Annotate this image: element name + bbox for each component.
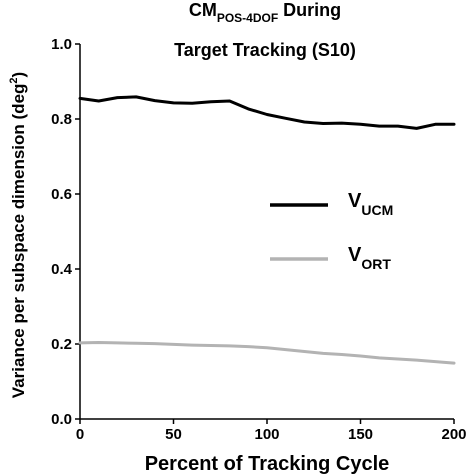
legend-label-v-ort-main: V xyxy=(348,244,362,266)
legend-label-v-ort: VORT xyxy=(348,244,391,272)
x-tick-label: 50 xyxy=(165,426,182,443)
series-line-v-ort xyxy=(78,341,456,365)
legend: VUCM VORT xyxy=(270,190,393,272)
y-tick-label: 0.6 xyxy=(51,186,72,203)
y-tick-label: 0.4 xyxy=(51,261,73,278)
chart-title-rest: During xyxy=(278,0,341,20)
x-tick-label: 0 xyxy=(76,426,84,443)
axes xyxy=(79,44,454,420)
chart-title-main: CM xyxy=(189,0,217,20)
legend-label-v-ucm: VUCM xyxy=(348,190,393,218)
y-tick-label: 1.0 xyxy=(51,36,72,53)
ticks: 0.0 0.2 0.4 0.6 0.8 1.0 0 50 100 150 200 xyxy=(51,36,466,443)
legend-label-v-ucm-sub: UCM xyxy=(361,202,393,218)
legend-label-v-ort-sub: ORT xyxy=(361,256,391,272)
y-tick-label: 0.8 xyxy=(51,111,72,128)
y-axis-title: Variance per subspace dimension (deg2) xyxy=(8,72,28,398)
chart-title-line1: CMPOS-4DOF During xyxy=(189,0,341,25)
y-axis-title-main: Variance per subspace dimension (deg xyxy=(9,84,28,399)
series-lines xyxy=(78,95,456,365)
chart-title-subscript: POS-4DOF xyxy=(217,11,278,25)
x-tick-label: 200 xyxy=(441,426,466,443)
x-tick-label: 100 xyxy=(254,426,279,443)
y-axis-title-close: ) xyxy=(9,72,28,78)
y-axis-title-superscript: 2 xyxy=(8,77,20,83)
series-line-v-ucm xyxy=(78,95,456,130)
chart-title-line2: Target Tracking (S10) xyxy=(174,40,356,60)
x-axis-title: Percent of Tracking Cycle xyxy=(145,453,390,474)
y-tick-label: 0.0 xyxy=(51,411,72,428)
legend-label-v-ucm-main: V xyxy=(348,190,362,212)
x-tick-label: 150 xyxy=(348,426,373,443)
y-tick-label: 0.2 xyxy=(51,336,72,353)
